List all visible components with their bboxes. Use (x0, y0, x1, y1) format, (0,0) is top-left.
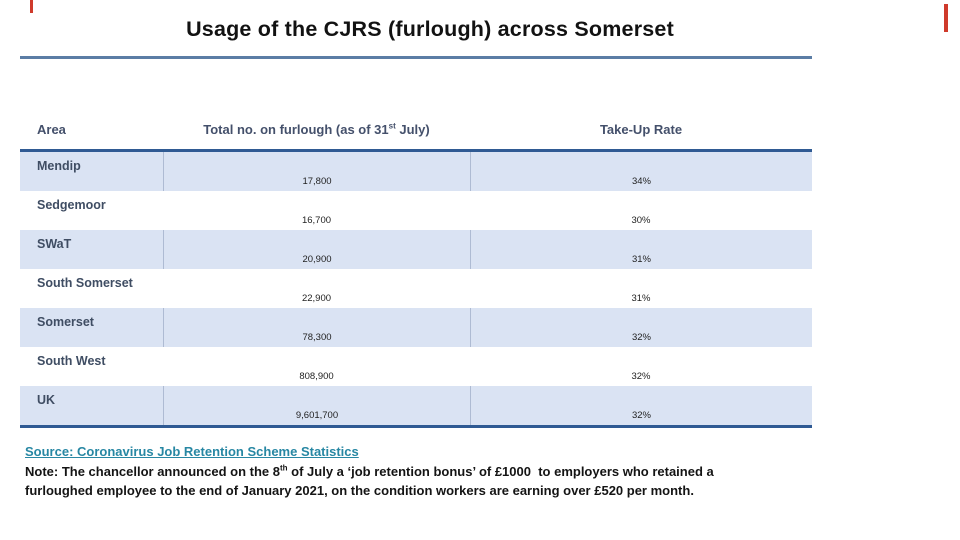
take-up-rate-cell: 34% (470, 152, 812, 191)
header-total-superscript: st (388, 121, 396, 131)
table-row: SWaT 20,900 31% (20, 230, 812, 269)
area-cell: UK (37, 393, 56, 407)
note-superscript: th (279, 463, 288, 473)
right-edge-marker (944, 4, 948, 32)
header-area: Area (37, 122, 66, 137)
table-row: Somerset 78,300 32% (20, 308, 812, 347)
slide-title: Usage of the CJRS (furlough) across Some… (186, 17, 674, 41)
take-up-rate-cell: 31% (631, 293, 651, 304)
table-row: Sedgemoor 16,700 30% (20, 191, 812, 230)
header-total-text: Total no. on furlough (as of 31 (203, 122, 389, 137)
furlough-table: Area Total no. on furlough (as of 31st J… (20, 110, 812, 428)
source-hyperlink[interactable]: Source: Coronavirus Job Retention Scheme… (25, 444, 359, 459)
area-cell: Somerset (37, 315, 94, 329)
take-up-rate-cell: 32% (470, 386, 812, 425)
total-furlough-cell: 9,601,700 (163, 386, 470, 425)
total-furlough-cell: 22,900 (301, 293, 332, 304)
table-row: South Somerset 22,900 31% (20, 269, 812, 308)
take-up-rate-cell: 32% (631, 371, 651, 382)
area-cell: Sedgemoor (37, 198, 106, 212)
total-furlough-cell: 16,700 (301, 215, 332, 226)
table-row: UK 9,601,700 32% (20, 386, 812, 425)
take-up-rate-cell: 32% (470, 308, 812, 347)
note-line1-end: of July a ‘job retention bonus’ of £1000… (287, 464, 714, 479)
table-header-row: Area Total no. on furlough (as of 31st J… (20, 110, 812, 149)
area-cell: South West (37, 354, 106, 368)
take-up-rate-cell: 30% (631, 215, 651, 226)
area-cell: SWaT (37, 237, 72, 251)
take-up-rate-cell: 31% (470, 230, 812, 269)
total-furlough-cell: 78,300 (163, 308, 470, 347)
total-furlough-cell: 808,900 (299, 371, 334, 382)
header-total: Total no. on furlough (as of 31st July) (163, 122, 470, 137)
area-cell: Mendip (37, 159, 81, 173)
total-furlough-cell: 20,900 (163, 230, 470, 269)
note-text: Note: The chancellor announced on the 8t… (25, 462, 805, 500)
left-edge-marker (30, 0, 33, 13)
table-body: Mendip 17,800 34% Sedgemoor 16,700 30% S… (20, 149, 812, 428)
area-cell: South Somerset (37, 276, 133, 290)
title-underline (20, 56, 812, 59)
header-total-text-end: July) (395, 122, 430, 137)
note-line2: furloughed employee to the end of Januar… (25, 483, 694, 498)
table-row: South West 808,900 32% (20, 347, 812, 386)
note-line1: Note: The chancellor announced on the 8 (25, 464, 280, 479)
header-take-up-rate: Take-Up Rate (599, 122, 683, 137)
table-row: Mendip 17,800 34% (20, 152, 812, 191)
total-furlough-cell: 17,800 (163, 152, 470, 191)
